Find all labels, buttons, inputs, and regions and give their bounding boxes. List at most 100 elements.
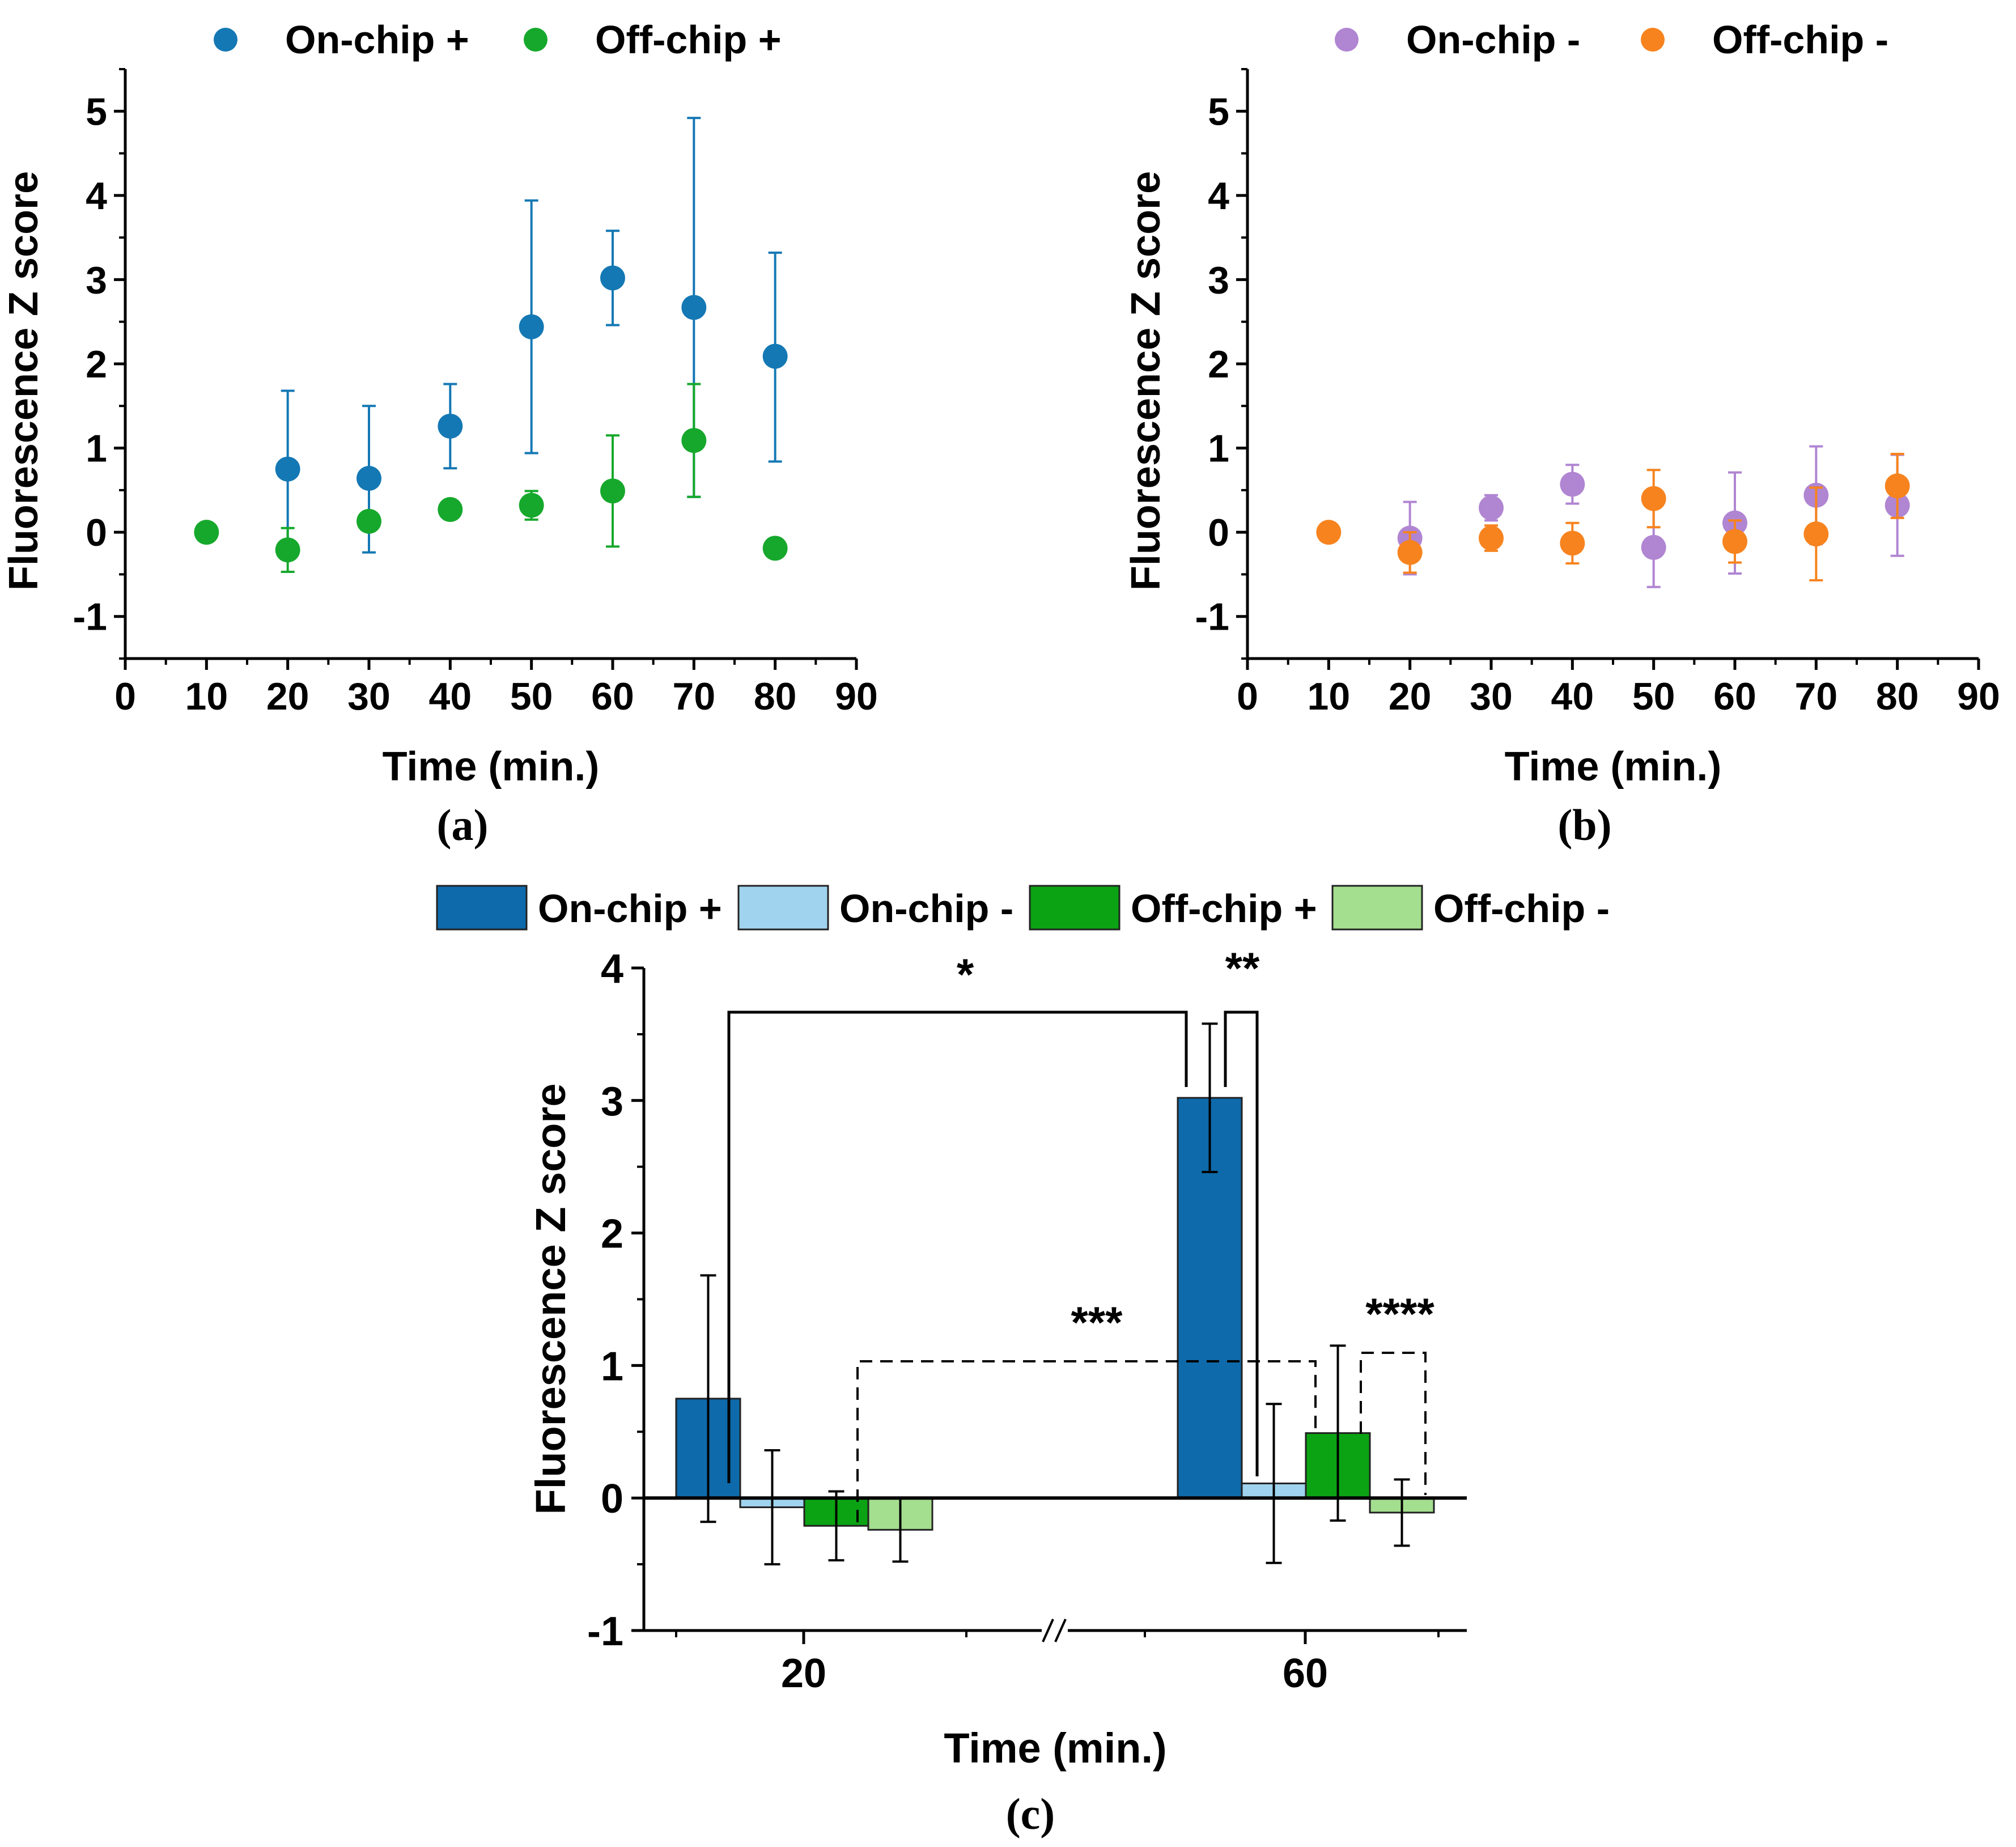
x-tick-label: 20 xyxy=(266,675,309,718)
data-point xyxy=(681,295,707,320)
x-tick-label: 10 xyxy=(1308,675,1351,718)
legend-label: On-chip - xyxy=(839,886,1013,931)
significance-label: ** xyxy=(1225,943,1260,993)
data-point xyxy=(519,314,544,339)
x-axis-title: Time (min.) xyxy=(944,1725,1166,1772)
x-axis-title: Time (min.) xyxy=(383,744,600,789)
x-tick-label: 10 xyxy=(185,675,228,718)
data-point xyxy=(275,537,300,563)
data-point xyxy=(1479,525,1504,551)
legend-swatch xyxy=(737,885,829,931)
legend-label: On-chip + xyxy=(538,886,722,931)
y-tick-label: 2 xyxy=(601,1212,623,1257)
data-point xyxy=(519,492,544,518)
significance-bracket xyxy=(727,1010,1188,1483)
y-tick-label: -1 xyxy=(1195,596,1229,639)
y-tick-label: 3 xyxy=(86,258,107,302)
data-point xyxy=(438,413,463,439)
legend-label: Off-chip - xyxy=(1433,886,1610,931)
data-point xyxy=(1885,473,1910,499)
x-tick-label: 50 xyxy=(1632,675,1675,718)
x-tick-label: 70 xyxy=(1795,675,1838,718)
data-point xyxy=(356,466,381,491)
y-tick-label: 0 xyxy=(86,511,107,554)
data-point xyxy=(600,478,625,504)
x-tick-label: 50 xyxy=(510,675,553,718)
y-axis-title: Fluorescence Z score xyxy=(1,171,46,591)
x-tick-label: 20 xyxy=(781,1651,826,1696)
data-point xyxy=(194,520,219,545)
y-tick-label: 0 xyxy=(1208,511,1229,554)
y-tick-label: 3 xyxy=(1208,258,1229,302)
x-tick-label: 40 xyxy=(1551,675,1594,718)
data-point xyxy=(1560,472,1585,497)
data-point xyxy=(438,497,463,523)
significance-label: * xyxy=(957,949,974,999)
x-tick-label: 70 xyxy=(673,675,716,718)
data-point xyxy=(1641,486,1666,511)
data-point xyxy=(1803,521,1829,547)
data-point xyxy=(600,265,625,291)
data-point xyxy=(275,456,300,482)
x-tick-label: 80 xyxy=(754,675,797,718)
y-tick-label: 0 xyxy=(601,1476,623,1522)
x-tick-label: 80 xyxy=(1876,675,1919,718)
data-point xyxy=(356,508,381,534)
data-point xyxy=(1722,529,1747,554)
y-tick-label: 3 xyxy=(601,1079,623,1124)
y-tick-label: 2 xyxy=(86,343,107,386)
y-axis-title: Fluorescence Z score xyxy=(527,1084,574,1515)
data-point xyxy=(1316,520,1342,545)
panel-caption: (a) xyxy=(437,800,489,850)
y-tick-label: 4 xyxy=(601,946,623,992)
axis-break-slash xyxy=(1054,1619,1067,1642)
chart-c-bar: -1 0 1 2 3 4 20 60 Time (min.) Fluorescence Z sco… xyxy=(436,885,1610,1838)
significance-bracket xyxy=(1224,1010,1259,1476)
x-tick-label: 0 xyxy=(1237,675,1258,718)
data-point xyxy=(1397,540,1423,565)
data-point xyxy=(762,536,788,561)
y-tick-label: 2 xyxy=(1208,343,1229,386)
x-tick-label: 30 xyxy=(1470,675,1513,718)
y-tick-label: -1 xyxy=(73,596,107,639)
y-tick-label: 4 xyxy=(1208,175,1229,218)
legend-swatch xyxy=(436,885,528,931)
axis-break-slash xyxy=(1042,1619,1054,1642)
y-tick-label: -1 xyxy=(587,1609,623,1654)
y-tick-label: 1 xyxy=(601,1344,623,1389)
y-tick-label: 1 xyxy=(86,427,107,470)
significance-bracket xyxy=(1360,1352,1427,1495)
significance-bracket xyxy=(856,1360,1317,1522)
legend-marker xyxy=(524,28,547,52)
legend-label: On-chip + xyxy=(285,18,469,62)
data-point xyxy=(1641,534,1666,560)
legend-label: On-chip - xyxy=(1406,18,1580,62)
legend-swatch xyxy=(1331,885,1423,931)
legend-marker xyxy=(214,28,237,52)
x-tick-label: 0 xyxy=(114,675,136,718)
x-tick-label: 60 xyxy=(1713,675,1756,718)
significance-label: **** xyxy=(1365,1289,1434,1339)
x-tick-label: 30 xyxy=(347,675,391,718)
data-point xyxy=(1560,530,1585,556)
y-tick-label: 5 xyxy=(86,90,107,133)
legend-swatch xyxy=(1029,885,1121,931)
x-tick-label: 60 xyxy=(591,675,634,718)
data-point xyxy=(681,428,707,453)
legend-marker xyxy=(1335,28,1359,52)
x-tick-label: 90 xyxy=(1957,675,2000,718)
legend-marker xyxy=(1641,28,1665,52)
x-tick-label: 90 xyxy=(835,675,878,718)
x-tick-label: 60 xyxy=(1283,1651,1328,1696)
legend-label: Off-chip + xyxy=(595,18,782,62)
significance-label: *** xyxy=(1071,1297,1123,1347)
panel-caption: (c) xyxy=(1006,1789,1055,1838)
x-tick-label: 20 xyxy=(1389,675,1432,718)
legend-label: Off-chip + xyxy=(1131,886,1317,931)
data-point xyxy=(1479,495,1504,521)
y-axis-title: Fluorescence Z score xyxy=(1123,171,1169,591)
